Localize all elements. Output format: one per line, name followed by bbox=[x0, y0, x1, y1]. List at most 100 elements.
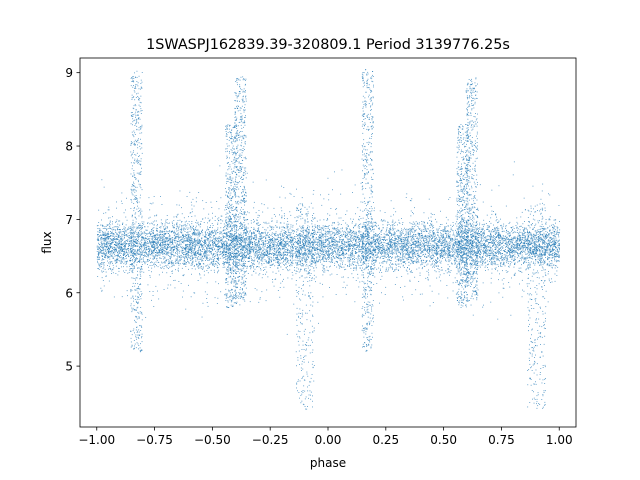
data-point bbox=[186, 255, 188, 256]
data-point bbox=[346, 224, 348, 226]
data-point bbox=[236, 229, 238, 231]
data-point bbox=[459, 261, 461, 263]
data-point bbox=[520, 267, 522, 269]
data-point bbox=[527, 262, 529, 264]
data-point bbox=[301, 258, 303, 259]
data-point bbox=[331, 230, 333, 232]
data-point bbox=[334, 234, 336, 236]
data-point bbox=[266, 253, 267, 255]
data-point bbox=[478, 230, 479, 232]
data-point bbox=[305, 230, 306, 231]
data-point bbox=[362, 264, 364, 266]
data-point bbox=[456, 242, 458, 244]
data-point bbox=[320, 235, 322, 237]
data-point bbox=[517, 249, 519, 251]
data-point bbox=[164, 242, 166, 243]
data-point bbox=[327, 250, 329, 252]
data-point bbox=[270, 248, 272, 249]
data-point bbox=[241, 269, 243, 271]
data-point bbox=[546, 238, 547, 239]
data-point bbox=[142, 258, 144, 260]
data-point bbox=[335, 241, 337, 243]
data-point bbox=[498, 251, 499, 253]
data-point bbox=[360, 246, 362, 248]
data-point bbox=[258, 245, 260, 246]
data-point bbox=[190, 260, 192, 261]
data-point bbox=[227, 236, 228, 237]
data-point bbox=[250, 222, 252, 224]
data-point bbox=[261, 263, 263, 264]
data-point bbox=[459, 252, 461, 254]
data-point bbox=[232, 273, 234, 275]
data-point bbox=[307, 246, 309, 247]
data-point bbox=[304, 260, 306, 262]
data-point bbox=[315, 253, 317, 255]
data-point bbox=[323, 271, 324, 273]
data-point bbox=[266, 250, 268, 252]
data-point bbox=[212, 254, 214, 256]
data-point bbox=[421, 234, 423, 236]
data-point bbox=[422, 229, 424, 231]
data-point bbox=[211, 261, 213, 263]
data-point bbox=[159, 251, 160, 252]
data-point bbox=[220, 240, 221, 242]
data-point bbox=[122, 244, 124, 246]
data-point bbox=[309, 269, 310, 271]
data-point bbox=[537, 261, 539, 263]
data-point bbox=[465, 229, 467, 231]
data-point bbox=[189, 231, 191, 232]
data-point bbox=[320, 251, 322, 253]
data-point bbox=[501, 239, 503, 241]
data-point bbox=[453, 242, 455, 244]
data-point bbox=[235, 236, 237, 238]
data-point bbox=[547, 231, 548, 233]
data-point bbox=[344, 250, 346, 252]
data-point bbox=[300, 236, 302, 237]
data-point bbox=[109, 249, 110, 251]
data-point bbox=[336, 244, 338, 245]
data-point bbox=[554, 260, 556, 262]
data-point bbox=[129, 232, 131, 234]
data-point bbox=[185, 228, 186, 230]
data-point bbox=[409, 251, 411, 253]
data-point bbox=[242, 234, 244, 236]
data-point bbox=[527, 260, 529, 261]
data-point bbox=[440, 210, 441, 212]
data-point bbox=[164, 256, 166, 258]
data-point bbox=[383, 260, 385, 262]
data-point bbox=[146, 242, 148, 244]
data-point bbox=[498, 241, 500, 243]
data-point bbox=[438, 241, 440, 243]
data-point bbox=[286, 254, 288, 255]
data-point bbox=[498, 237, 500, 239]
data-point bbox=[484, 252, 486, 253]
data-point bbox=[108, 217, 109, 219]
data-point bbox=[461, 255, 463, 257]
data-point bbox=[303, 263, 305, 265]
data-point bbox=[513, 228, 515, 229]
data-point bbox=[190, 241, 192, 243]
data-point bbox=[369, 236, 370, 238]
data-point bbox=[521, 241, 522, 243]
data-point bbox=[162, 256, 164, 258]
data-point bbox=[388, 250, 390, 252]
data-point bbox=[181, 229, 182, 231]
data-point bbox=[366, 231, 368, 233]
data-point bbox=[494, 247, 496, 248]
data-point bbox=[116, 238, 118, 240]
data-point bbox=[142, 244, 144, 245]
data-point bbox=[478, 233, 480, 234]
data-point bbox=[109, 232, 111, 234]
data-point bbox=[354, 234, 356, 236]
data-point bbox=[472, 242, 474, 243]
data-point bbox=[129, 252, 131, 254]
data-point bbox=[193, 230, 195, 232]
data-point bbox=[543, 242, 545, 244]
data-point bbox=[456, 246, 458, 248]
data-point bbox=[194, 254, 195, 255]
data-point bbox=[462, 229, 464, 231]
data-point bbox=[131, 242, 132, 244]
data-point bbox=[423, 236, 425, 238]
data-point bbox=[115, 262, 117, 263]
data-point bbox=[428, 232, 430, 234]
